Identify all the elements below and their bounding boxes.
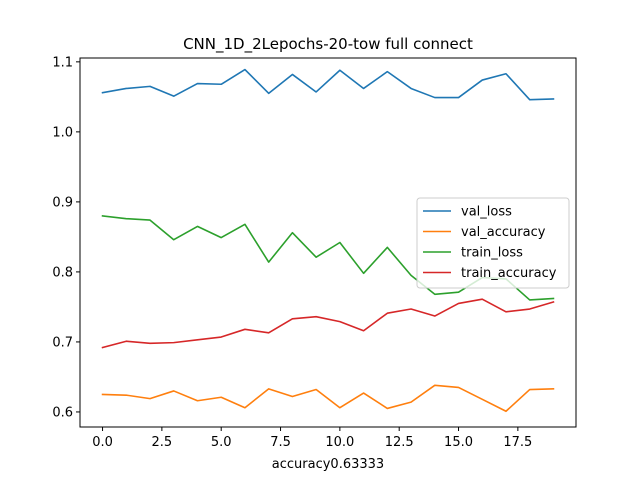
y-tick-label: 0.9 [52,195,73,210]
x-tick-label: 10.0 [325,435,354,450]
x-tick-label: 17.5 [503,435,532,450]
legend-label-val_loss: val_loss [461,205,512,220]
chart-title: CNN_1D_2Lepochs-20-tow full connect [183,35,473,54]
y-tick-label: 0.7 [52,335,73,350]
y-tick-label: 0.6 [52,405,73,420]
legend-label-val_accuracy: val_accuracy [461,225,546,240]
legend-label-train_accuracy: train_accuracy [461,266,557,281]
y-tick-label: 0.8 [52,265,73,280]
legend-label-train_loss: train_loss [461,246,523,261]
x-tick-label: 5.0 [211,435,232,450]
x-tick-label: 15.0 [444,435,473,450]
legend: val_loss val_accuracy train_loss train_accu… [417,198,569,288]
x-tick-label: 2.5 [152,435,173,450]
x-axis-label: accuracy0.63333 [272,457,384,472]
y-tick-label: 1.0 [52,125,73,140]
x-tick-label: 7.5 [270,435,291,450]
x-tick-label: 12.5 [385,435,414,450]
y-tick-label: 1.1 [52,55,73,70]
x-tick-label: 0.0 [92,435,113,450]
